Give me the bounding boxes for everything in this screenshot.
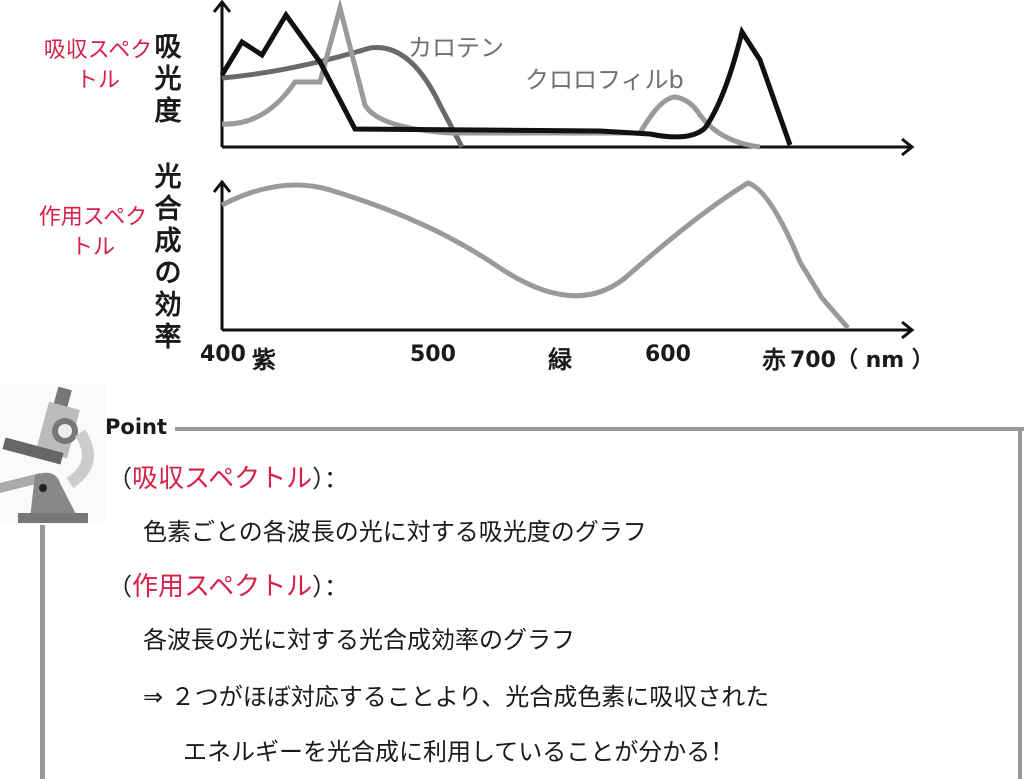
action-spectrum-handwritten-label: 作用スペクトル [38,205,148,260]
action-spectrum-term: 作用スペクトル [132,572,313,602]
point-line-action-definition: 各波長の光に対する光合成効率のグラフ [143,626,575,654]
chlorophyll-b-label: クロロフィルb [525,66,684,94]
point-title: Point [105,415,168,439]
open-paren: （ [108,573,132,601]
absorption-spectrum-handwritten-label: 吸収スペクトル [43,38,153,93]
point-box-left-border [40,525,45,779]
point-line-conclusion-2: エネルギーを光合成に利用していることが分かる！ [183,738,735,766]
tick-red: 赤 [762,346,786,374]
close-paren-colon: ）： [312,573,349,601]
chlorophyll-b-curve [221,0,761,150]
point-line-absorption: （吸収スペクトル）： [108,458,348,495]
open-paren: （ [108,465,132,493]
point-box-right-border [1018,427,1022,779]
spectrum-diagram [212,0,915,340]
point-line-absorption-definition: 色素ごとの各波長の光に対する吸光度のグラフ [143,518,647,546]
upper-x-axis [222,137,915,157]
chlorophyll-a-curve [219,10,793,146]
microscope-icon [0,383,105,525]
tick-violet: 紫 [252,346,276,374]
carotene-curve [221,44,465,149]
tick-700-nm: 700（ nm ） [790,348,934,373]
tick-400: 400 [200,342,246,367]
absorption-spectrum-term: 吸収スペクトル [132,464,313,494]
point-box-top-border [175,427,1024,431]
absorbance-axis-label: 吸光度 [154,32,182,127]
point-line-conclusion-1: ⇒ ２つがほぼ対応することより、光合成色素に吸収された [143,683,770,711]
tick-500: 500 [410,342,456,367]
point-line-action: （作用スペクトル）： [108,566,348,603]
carotene-label: カロテン [408,34,504,62]
action-spectrum-curve [220,180,850,330]
photosynthesis-efficiency-axis-label: 光合成の効率 [154,162,182,353]
lower-x-axis [222,320,915,340]
close-paren-colon: ）： [312,465,349,493]
tick-green: 緑 [548,346,572,374]
tick-600: 600 [645,342,691,367]
lower-y-axis [212,179,232,330]
